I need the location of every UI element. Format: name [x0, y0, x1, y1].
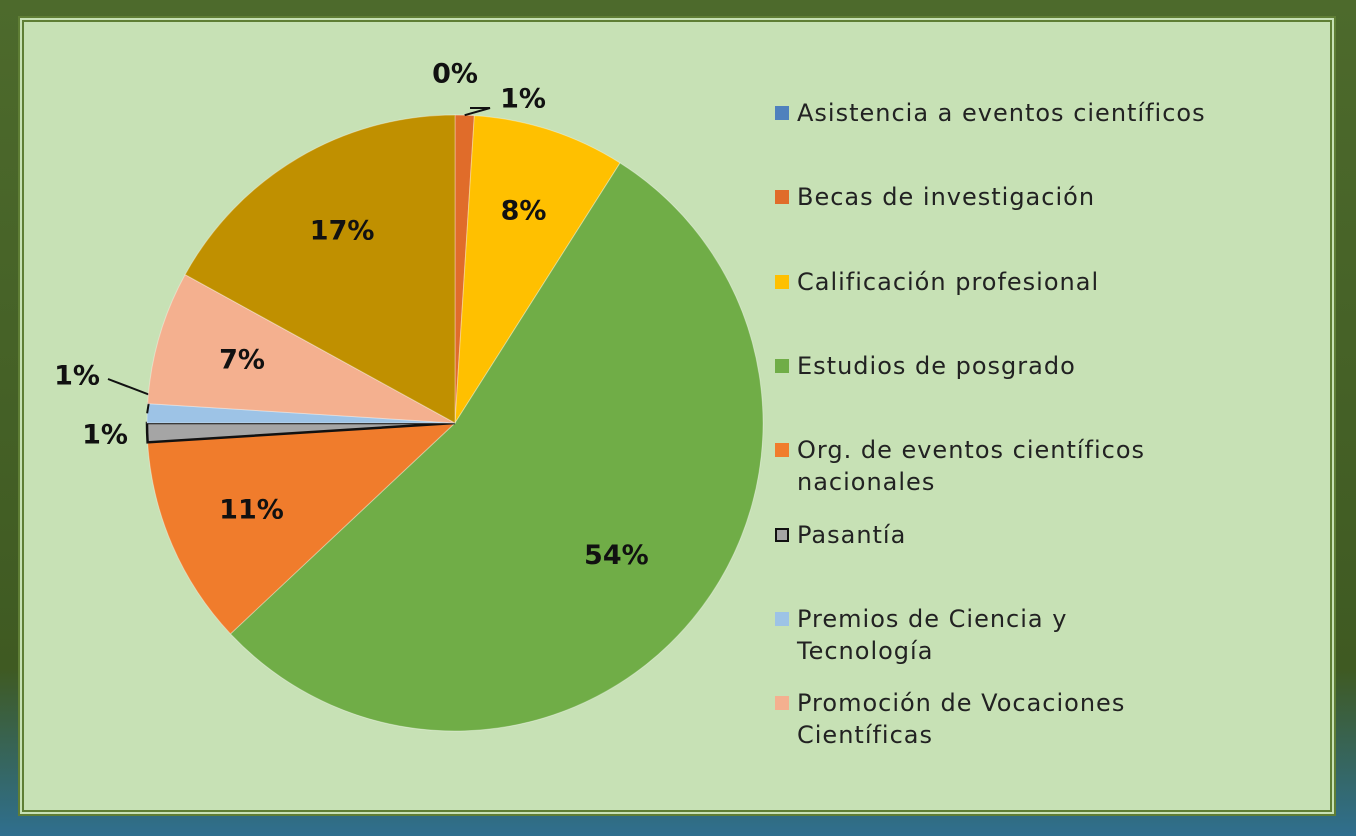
data-label: 1%	[54, 361, 100, 392]
legend-entry: Pasantía	[775, 519, 1297, 551]
legend-swatch	[775, 275, 789, 289]
legend-label: Premios de Ciencia y Tecnología	[797, 605, 1068, 665]
pie-slice	[146, 403, 456, 424]
legend-entry: Calificación profesional	[775, 266, 1297, 298]
legend-entry: Estudios de posgrado	[775, 350, 1297, 382]
legend-label: Org. de eventos científicos nacionales	[797, 436, 1146, 496]
pie-slice	[229, 162, 764, 732]
legend-entry: Promoción de Vocaciones Científicas	[775, 687, 1197, 751]
legend-swatch	[775, 359, 789, 373]
legend-label: Estudios de posgrado	[797, 352, 1076, 380]
legend-swatch	[775, 528, 789, 542]
legend-label: Pasantía	[797, 521, 907, 549]
legend-swatch	[775, 106, 789, 120]
data-label: 11%	[219, 495, 284, 526]
legend-swatch	[775, 612, 789, 626]
pie-slice	[454, 115, 621, 424]
pie-slice	[184, 114, 456, 424]
pie-slice	[147, 422, 457, 635]
pie-slice	[147, 273, 456, 424]
legend-swatch	[775, 696, 789, 710]
legend-entry: Premios de Ciencia y Tecnología	[775, 603, 1197, 667]
legend-label: Calificación profesional	[797, 268, 1100, 296]
legend-label: Becas de investigación	[797, 183, 1096, 211]
legend-label: Asistencia a eventos científicos	[797, 99, 1206, 127]
legend-entry: Becas de investigación	[775, 181, 1297, 213]
data-label: 1%	[500, 84, 546, 115]
legend-entry: Org. de eventos científicos nacionales	[775, 434, 1197, 498]
leader-line	[464, 107, 491, 117]
pie-slice	[145, 421, 456, 444]
data-label: 1%	[82, 420, 128, 451]
legend-label: Promoción de Vocaciones Científicas	[797, 689, 1126, 749]
legend-swatch	[775, 443, 789, 457]
data-label: 17%	[310, 216, 375, 247]
legend-entry: Asistencia a eventos científicos	[775, 97, 1297, 129]
data-label: 54%	[584, 540, 649, 571]
data-label: 0%	[432, 59, 478, 90]
data-label: 8%	[501, 196, 547, 227]
leader-line	[107, 378, 152, 414]
legend-swatch	[775, 190, 789, 204]
data-label: 7%	[219, 345, 265, 376]
pie-slice	[454, 114, 475, 424]
